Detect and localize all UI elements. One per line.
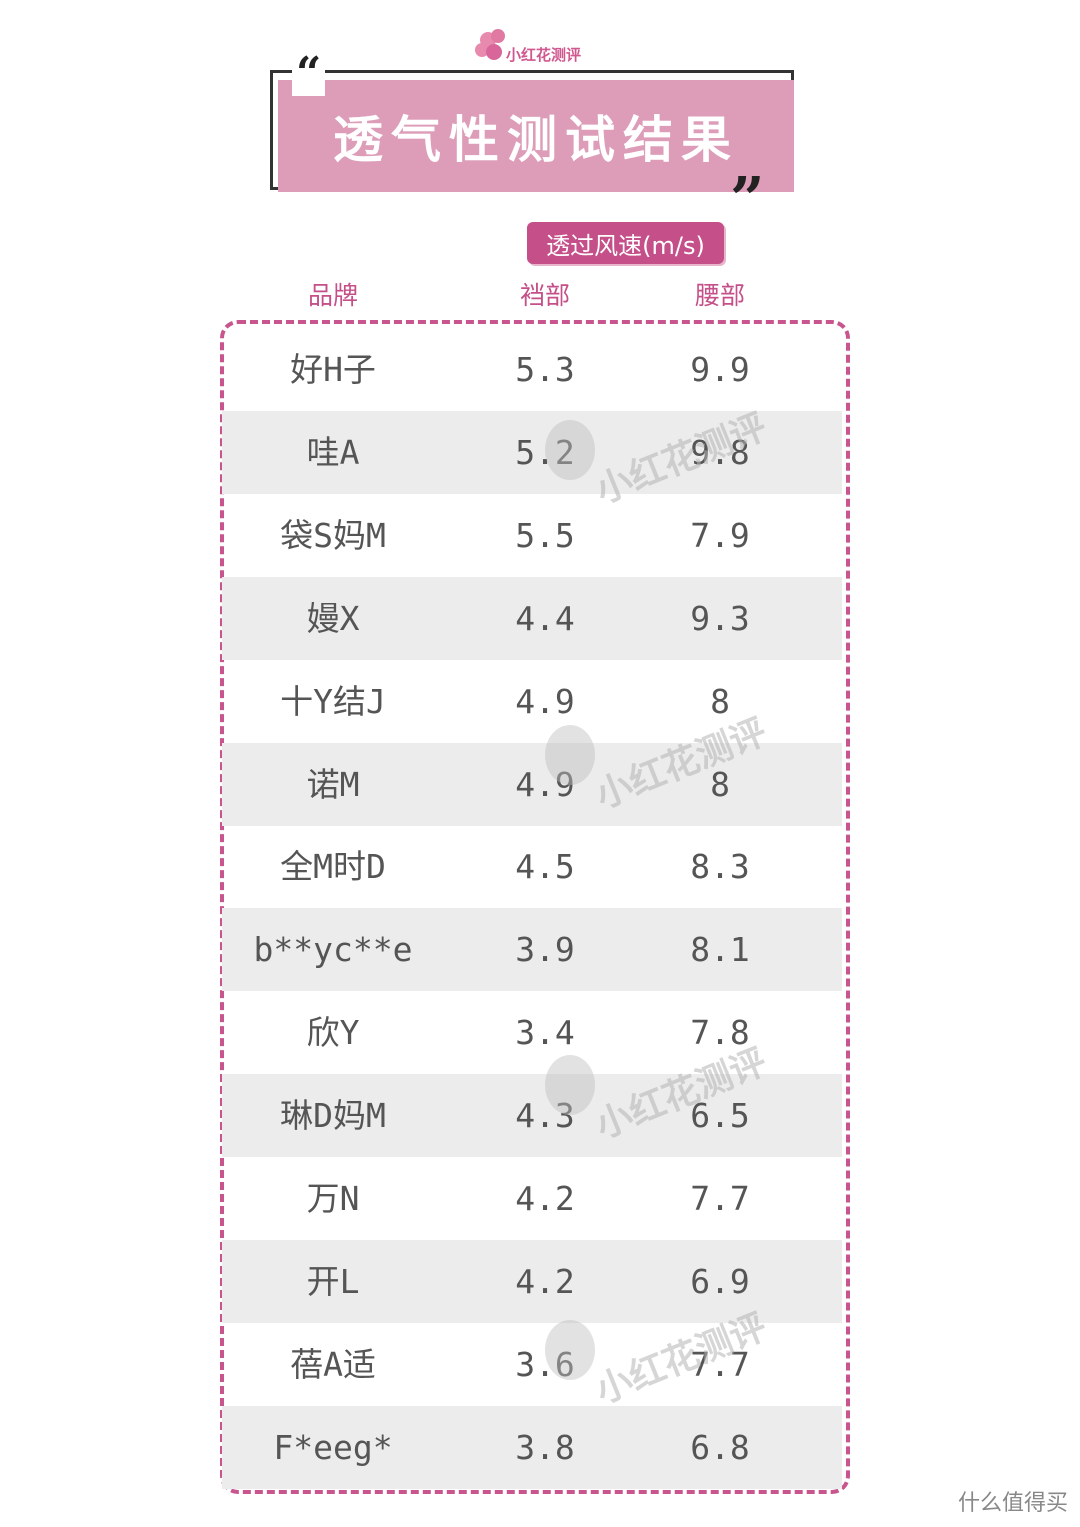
logo-text: 小红花测评 (506, 46, 582, 64)
value-cell: 7.8 (690, 1013, 750, 1053)
unit-label: 透过风速(m/s) (527, 222, 724, 264)
value-cell: 7.9 (690, 515, 750, 555)
value-cell: 8 (710, 681, 730, 721)
brand-cell: 全M时D (280, 847, 386, 887)
value-cell: 5.3 (515, 350, 575, 389)
brand-cell: 琳D妈M (280, 1096, 386, 1136)
table-row: 十Y结J 4.9 8 (222, 660, 842, 743)
watermark-icon (545, 725, 595, 785)
value-cell: 3.4 (515, 1013, 575, 1053)
brand-cell: 哇A (306, 432, 360, 472)
value-cell: 4.2 (515, 1179, 575, 1218)
table-row: 嫚X 4.4 9.3 (222, 576, 842, 660)
footer: 什么值得买 (957, 1491, 1068, 1516)
value-cell: 5.2 (515, 432, 575, 472)
value-cell: 4.5 (515, 847, 575, 887)
header-brand: 品牌 (307, 281, 359, 310)
table-frame (220, 320, 850, 1494)
table-row: 琳D妈M 4.3 6.5 (222, 1074, 842, 1158)
brand-cell: 袋S妈M (280, 515, 386, 555)
value-cell: 9.9 (690, 350, 750, 389)
brand-cell: 嫚X (306, 598, 360, 638)
table-row: 诺M 4.9 8 (222, 742, 842, 826)
header-crotch: 裆部 (519, 281, 571, 310)
value-cell: 4.2 (515, 1261, 575, 1301)
table-row: 好H子 5.3 9.9 (222, 328, 842, 411)
value-cell: 6.8 (690, 1427, 750, 1467)
brand-cell: 好H子 (290, 350, 376, 389)
value-cell: 7.7 (690, 1344, 750, 1384)
value-cell: 9.8 (690, 432, 750, 472)
logo-icon (475, 29, 505, 60)
table-row: 蓓A适 3.6 7.7 (222, 1323, 842, 1406)
brand-cell: 诺M (306, 764, 360, 804)
brand-cell: 欣Y (306, 1013, 360, 1053)
value-cell: 4.9 (515, 764, 575, 804)
value-cell: 3.6 (515, 1344, 575, 1384)
table-row: 袋S妈M 5.5 7.9 (222, 494, 842, 577)
value-cell: 4.9 (515, 681, 575, 721)
brand-cell: 开L (306, 1261, 360, 1301)
table-row: 万N 4.2 7.7 (222, 1157, 842, 1240)
table-row: 哇A 5.2 9.8 (222, 410, 842, 494)
value-cell: 4.4 (515, 598, 575, 638)
table-row: F*eeg* 3.8 6.8 (222, 1405, 842, 1489)
table-row: 全M时D 4.5 8.3 (222, 825, 842, 908)
watermark-icon (545, 420, 595, 480)
watermark-icon (545, 1055, 595, 1115)
title: 透气性测试结果 (278, 80, 794, 192)
table-row: b**yc**e 3.9 8.1 (222, 908, 842, 992)
value-cell: 8 (710, 764, 730, 804)
value-cell: 8.3 (690, 847, 750, 887)
value-cell: 8.1 (690, 930, 750, 970)
brand-cell: 十Y结J (280, 681, 386, 721)
watermark-icon (545, 1320, 595, 1380)
value-cell: 3.9 (515, 930, 575, 970)
quote-close: ” (730, 165, 765, 235)
value-cell: 7.7 (690, 1179, 750, 1218)
brand-cell: 万N (306, 1179, 360, 1218)
value-cell: 5.5 (515, 515, 575, 555)
value-cell: 9.3 (690, 598, 750, 638)
quote-open: “ (292, 52, 326, 96)
table-row: 欣Y 3.4 7.8 (222, 991, 842, 1074)
value-cell: 4.3 (515, 1096, 575, 1136)
value-cell: 3.8 (515, 1427, 575, 1467)
brand-cell: 蓓A适 (290, 1344, 376, 1384)
value-cell: 6.9 (690, 1261, 750, 1301)
brand-cell: F*eeg* (273, 1427, 393, 1467)
brand-cell: b**yc**e (253, 930, 413, 970)
table-row: 开L 4.2 6.9 (222, 1239, 842, 1323)
header-waist: 腰部 (694, 281, 746, 310)
value-cell: 6.5 (690, 1096, 750, 1136)
